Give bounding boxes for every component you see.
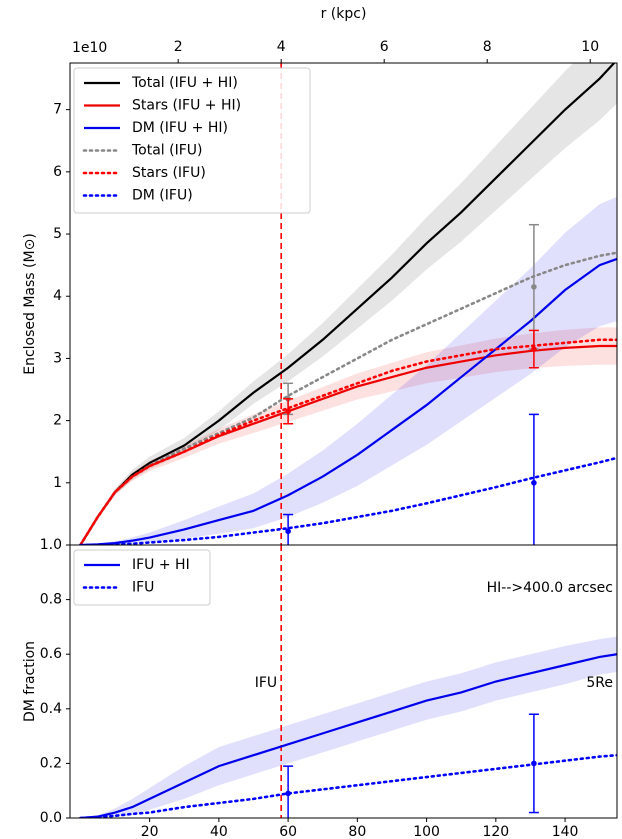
x-tick-label: 40 [210, 824, 228, 839]
x2-tick-label: 2 [174, 39, 183, 55]
x2-tick-label: 8 [483, 39, 492, 55]
y-tick-label: 7 [53, 102, 62, 118]
x2-tick-label: 10 [581, 39, 599, 55]
y-tick-label: 2 [53, 413, 62, 429]
y-tick-label: 6 [53, 164, 62, 180]
series-line [79, 456, 617, 545]
plot-area [79, 545, 617, 818]
legend-label: Stars (IFU) [132, 165, 206, 181]
legend-label: IFU + HI [132, 557, 190, 573]
annotation: 5Re [586, 675, 613, 691]
x2-tick-label: 6 [380, 39, 389, 55]
x-tick-label: 80 [348, 824, 366, 839]
legend-label: Total (IFU) [131, 143, 203, 159]
legend-box [73, 549, 211, 606]
offset-label: 1e10 [72, 40, 107, 56]
confidence-band [80, 196, 617, 545]
data-point [531, 284, 537, 290]
x-tick-label: 20 [141, 824, 159, 839]
y-tick-label: 3 [53, 350, 62, 366]
y-tick-label: 0.2 [40, 755, 62, 771]
x-tick-label: 120 [482, 824, 509, 839]
series-line [80, 653, 617, 818]
data-point [285, 528, 291, 535]
y-tick-label: 4 [53, 288, 62, 304]
confidence-band [80, 636, 617, 818]
legend-label: DM (IFU) [132, 188, 193, 204]
legend-label: IFU [132, 580, 154, 596]
legend-label: DM (IFU + HI) [132, 120, 228, 136]
legend-label: Stars (IFU + HI) [132, 98, 241, 114]
annotation: HI-->400.0 arcsec [487, 580, 613, 596]
x2-tick-label: 4 [277, 39, 286, 55]
x2-axis-label: r (kpc) [321, 6, 367, 22]
legend-box [73, 67, 311, 214]
y-tick-label: 1.0 [40, 537, 62, 553]
y-tick-label: 0.8 [40, 592, 62, 608]
data-point [285, 790, 291, 797]
plot-area [79, 63, 617, 545]
x-tick-label: 60 [279, 824, 297, 839]
data-point [531, 480, 537, 486]
series-line [79, 63, 616, 545]
data-point [531, 760, 537, 767]
x-tick-label: 100 [413, 824, 440, 839]
data-point [285, 408, 291, 415]
axes-frame [69, 544, 618, 819]
y-axis-label: DM fraction [22, 641, 38, 722]
y-tick-label: 5 [53, 226, 62, 242]
legend-label: Total (IFU + HI) [131, 75, 238, 91]
x-tick-label: 140 [552, 824, 579, 839]
y-tick-label: 0.6 [40, 646, 62, 662]
y-tick-label: 1 [53, 475, 62, 491]
y-tick-label: 0.0 [40, 810, 62, 826]
annotation: IFU [255, 675, 277, 691]
series-line [79, 338, 617, 545]
data-point [531, 346, 537, 352]
y-tick-label: 0.4 [40, 701, 62, 717]
y-axis-label: Enclosed Mass (M⊙) [22, 233, 38, 375]
series-line [80, 257, 617, 545]
